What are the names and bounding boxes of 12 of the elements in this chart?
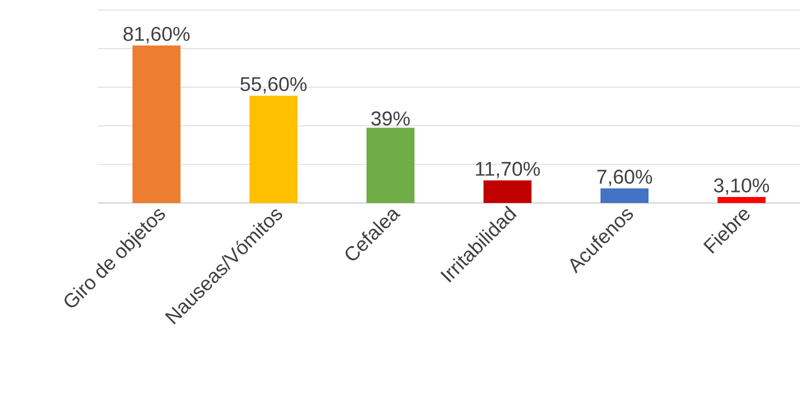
data-label: 55,60%	[240, 77, 307, 94]
bar	[718, 197, 766, 203]
bar	[484, 180, 532, 203]
bar	[250, 96, 298, 203]
data-label: 7,60%	[597, 170, 652, 186]
data-label: 81,60%	[124, 26, 190, 44]
bar	[600, 188, 649, 203]
bar	[132, 46, 180, 203]
data-label: 39%	[371, 111, 410, 126]
data-label: 3,10%	[714, 178, 770, 195]
data-label: 11,70%	[476, 162, 540, 178]
bar	[366, 128, 414, 203]
